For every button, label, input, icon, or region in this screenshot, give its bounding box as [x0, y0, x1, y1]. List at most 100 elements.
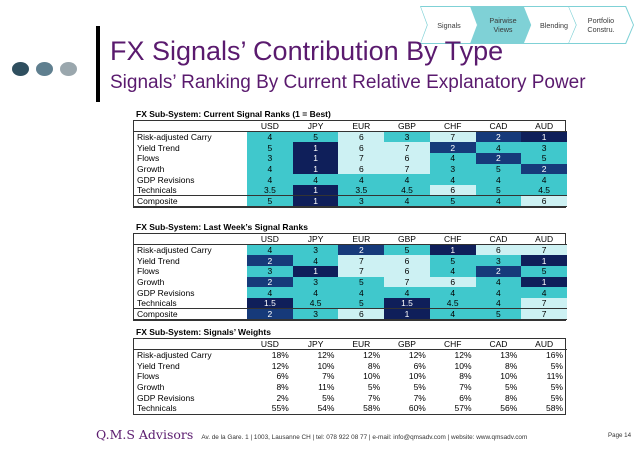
nav-step-portfolio-constru[interactable]: Portfolio Constru.	[569, 7, 633, 43]
nav-step-pairwise-views[interactable]: Pairwise Views	[471, 7, 535, 43]
value-cell: 1.5	[247, 298, 293, 309]
value-cell: 4	[338, 174, 385, 186]
value-cell: 2	[475, 153, 522, 164]
row-label: Technicals	[137, 185, 177, 196]
column-header: CHF	[429, 234, 476, 246]
value-cell: 10%	[317, 360, 335, 371]
value-cell: 4	[384, 195, 430, 208]
value-cell: 4	[292, 174, 339, 186]
value-cell: 3	[384, 131, 430, 143]
page-title: FX Signals’ Contribution By Type	[110, 36, 504, 66]
column-header: CAD	[475, 234, 522, 246]
value-cell: 1	[292, 195, 339, 208]
value-cell: 5	[429, 255, 476, 267]
value-cell: 5	[292, 131, 339, 143]
value-cell: 10%	[500, 371, 518, 382]
row-label: GDP Revisions	[137, 174, 195, 185]
value-cell: 5%	[550, 392, 563, 403]
row-label: Yield Trend	[137, 255, 180, 266]
table-row: Flows 6% 7% 10% 10% 8% 10% 11%	[134, 371, 567, 382]
column-header: AUD	[521, 121, 567, 133]
table-row: Flows 3 1 7 6 4 2 5	[134, 266, 567, 277]
value-cell: 2	[247, 255, 293, 267]
value-cell: 7	[429, 131, 476, 143]
value-cell: 2	[521, 163, 567, 175]
column-header: CAD	[475, 339, 522, 351]
column-header: GBP	[384, 339, 430, 351]
value-cell: 4	[429, 287, 476, 299]
title-divider	[96, 26, 100, 102]
value-cell: 58%	[363, 403, 381, 414]
value-cell: 1	[292, 185, 339, 196]
column-header: EUR	[338, 339, 385, 351]
column-header: USD	[247, 234, 293, 246]
nav-step-signals[interactable]: Signals	[421, 7, 477, 43]
value-cell: 5%	[322, 392, 335, 403]
value-cell: 12%	[408, 350, 426, 361]
value-cell: 2	[338, 244, 385, 256]
value-cell: 4	[384, 174, 430, 186]
value-cell: 4	[429, 174, 476, 186]
value-cell: 6%	[276, 371, 289, 382]
column-header: EUR	[338, 234, 385, 246]
value-cell: 3	[292, 276, 339, 288]
table-row: GDP Revisions 4 4 4 4 4 4 4	[134, 174, 567, 186]
value-cell: 1	[292, 266, 339, 277]
row-label: Technicals	[137, 298, 177, 309]
value-cell: 5	[521, 153, 567, 164]
nav-step-label-line: Constru.	[587, 25, 615, 34]
header-row: USD JPY EUR GBP CHF CAD AUD	[134, 234, 567, 246]
value-cell: 2	[247, 276, 293, 288]
value-cell: 6	[338, 308, 385, 321]
value-cell: 5%	[550, 360, 563, 371]
decorative-dots	[12, 62, 77, 76]
footer-address: Av. de la Gare. 1 | 1003, Lausanne CH | …	[201, 434, 528, 441]
current-ranks-block: FX Sub-System: Current Signal Ranks (1 =…	[133, 109, 567, 209]
value-cell: 1	[384, 308, 430, 321]
table-row: Technicals 3.5 1 3.5 4.5 6 5 4.5	[134, 185, 567, 196]
dot-dark	[12, 62, 29, 76]
table-row: GDP Revisions 2% 5% 7% 7% 6% 8% 5%	[134, 392, 567, 403]
value-cell: 8%	[459, 371, 472, 382]
column-header: GBP	[384, 121, 430, 133]
column-header: JPY	[292, 121, 339, 133]
column-header: EUR	[338, 121, 385, 133]
value-cell: 4.5	[429, 298, 476, 309]
value-cell: 6	[384, 255, 430, 267]
nav-step-label: Blending	[540, 21, 568, 30]
row-label: Flows	[137, 266, 160, 277]
value-cell: 7	[521, 244, 567, 256]
value-cell: 4	[521, 174, 567, 186]
row-label: Risk-adjusted Carry	[137, 132, 212, 143]
last-week-block: FX Sub-System: Last Week’s Signal Ranks …	[133, 222, 567, 322]
value-cell: 7	[338, 153, 385, 164]
column-header: CHF	[429, 339, 476, 351]
last-week-table: USD JPY EUR GBP CHF CAD AUD Risk-adjusted Carry…	[134, 234, 567, 321]
value-cell: 4	[247, 287, 293, 299]
nav-step-label-line: Portfolio	[587, 16, 615, 25]
value-cell: 7%	[322, 371, 335, 382]
value-cell: 56%	[500, 403, 518, 414]
weights-frame: USD JPY EUR GBP CHF CAD AUD Risk-adjusted Carry…	[133, 338, 567, 415]
value-cell: 16%	[545, 350, 563, 361]
column-header: JPY	[292, 234, 339, 246]
footer-brand: Q.M.S Advisors	[96, 427, 194, 442]
value-cell: 4	[247, 244, 293, 256]
value-cell: 58%	[545, 403, 563, 414]
composite-row: Composite 2 3 6 1 4 5 7	[134, 308, 567, 321]
value-cell: 2	[475, 266, 522, 277]
value-cell: 8%	[504, 392, 518, 403]
table-row: Technicals 55% 54% 58% 60% 57% 56% 58%	[134, 403, 567, 414]
value-cell: 7	[384, 163, 430, 175]
value-cell: 3	[292, 244, 339, 256]
value-cell: 7	[384, 142, 430, 154]
table-row: Technicals 1.5 4.5 5 1.5 4.5 4 7	[134, 298, 567, 309]
value-cell: 4	[475, 174, 522, 186]
table-row: Yield Trend 12% 10% 8% 6% 10% 8% 5%	[134, 360, 567, 371]
table-row: Risk-adjusted Carry 4 5 6 3 7 2 1	[134, 131, 567, 143]
value-cell: 6	[429, 276, 476, 288]
value-cell: 7	[521, 298, 567, 309]
value-cell: 5	[247, 142, 293, 154]
nav-step-label-line: Views	[493, 25, 513, 34]
value-cell: 18%	[271, 350, 289, 361]
